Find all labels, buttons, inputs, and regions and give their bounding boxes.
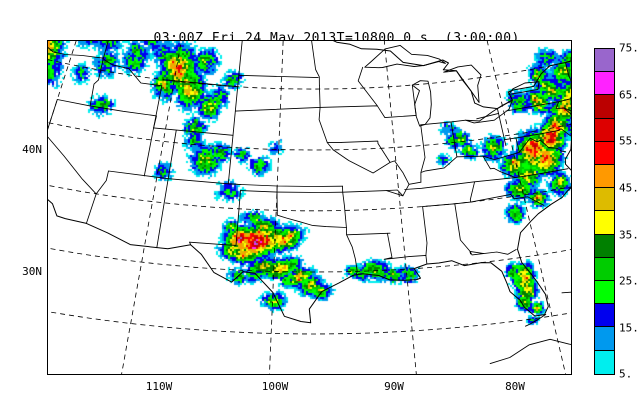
reflectivity-colorbar[interactable]: [594, 48, 615, 375]
colorbar-tick-15: 15.: [619, 321, 639, 335]
colorbar-band-75: [595, 49, 614, 73]
colorbar-band-20: [595, 304, 614, 328]
map-plot-area[interactable]: [47, 40, 572, 375]
colorbar-band-55: [595, 141, 614, 166]
lon-tick-label-90w: 90W: [384, 380, 404, 393]
colorbar-band-25: [595, 281, 614, 305]
colorbar-band-30: [595, 257, 614, 282]
lon-tick-label-80w: 80W: [505, 380, 525, 393]
colorbar-band-50: [595, 165, 614, 189]
map-overlay-layer: [48, 41, 571, 374]
colorbar-band-65: [595, 95, 614, 119]
colorbar-band-40: [595, 211, 614, 235]
lat-tick-label-30n: 30N: [22, 265, 42, 278]
colorbar-band-10: [595, 350, 614, 374]
colorbar-tick-35: 35.: [619, 228, 639, 242]
lat-tick-label-40n: 40N: [22, 143, 42, 156]
colorbar-tick-5: 5.: [619, 367, 633, 381]
colorbar-tick-75: 75.: [619, 41, 639, 55]
colorbar-band-70: [595, 72, 614, 96]
radar-reflectivity-layer: [48, 41, 571, 374]
colorbar-band-35: [595, 234, 614, 258]
colorbar-band-15: [595, 327, 614, 351]
colorbar-tick-55: 55.: [619, 134, 639, 148]
lon-tick-label-110w: 110W: [145, 380, 173, 393]
colorbar-tick-65: 65.: [619, 88, 639, 102]
lon-tick-label-100w: 100W: [261, 380, 289, 393]
colorbar-tick-25: 25.: [619, 274, 639, 288]
colorbar-band-60: [595, 118, 614, 142]
colorbar-band-45: [595, 188, 614, 212]
geographic-boundaries: [48, 41, 571, 365]
graticule-gridlines: [48, 41, 571, 374]
colorbar-tick-45: 45.: [619, 181, 639, 195]
